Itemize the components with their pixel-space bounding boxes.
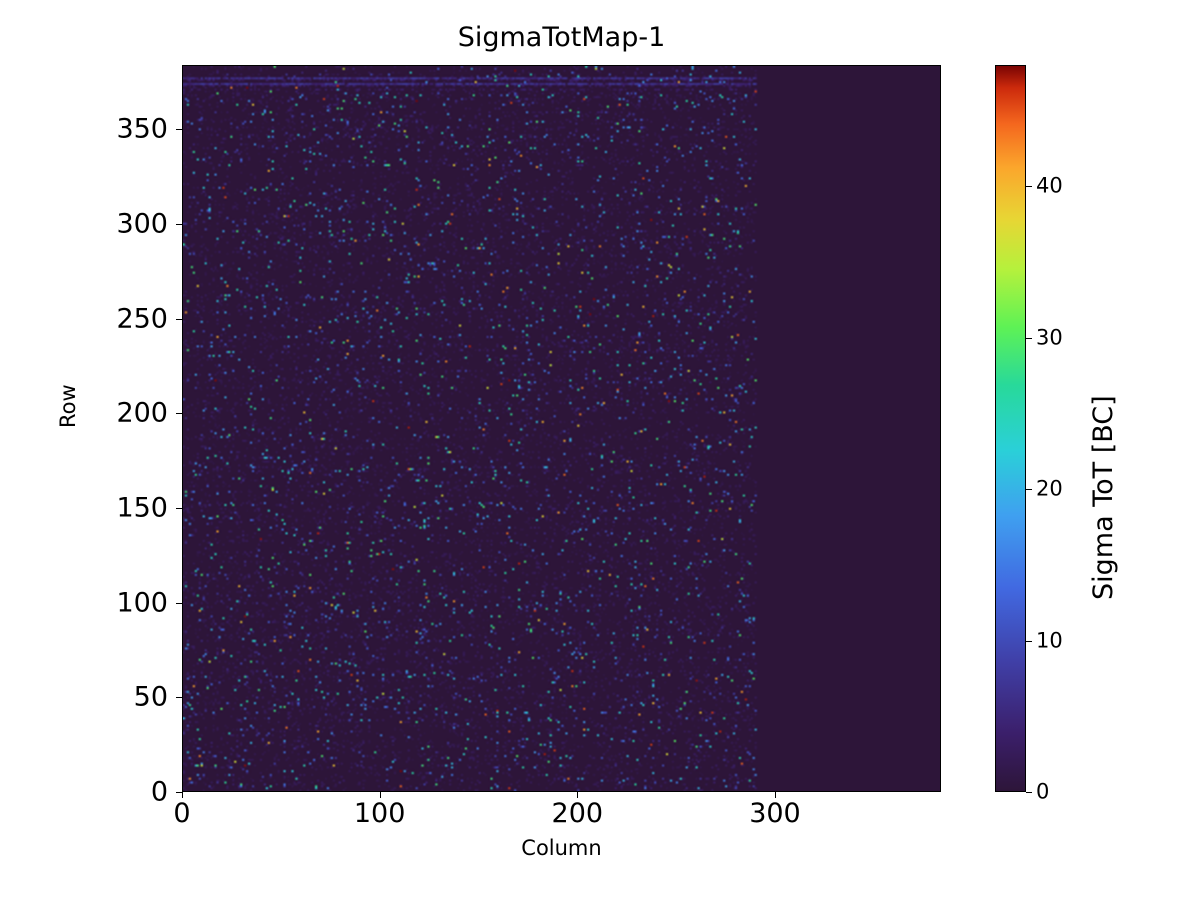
y-tick-label: 0 (150, 776, 168, 808)
colorbar-gradient (996, 66, 1025, 791)
colorbar-tick (1026, 337, 1032, 339)
x-tick (774, 792, 776, 798)
heatmap-plot-area[interactable] (182, 65, 941, 792)
y-tick-label: 350 (116, 113, 168, 145)
colorbar[interactable] (995, 65, 1026, 792)
x-tick-label: 100 (353, 798, 406, 829)
x-tick (577, 792, 579, 798)
colorbar-tick-label: 30 (1036, 325, 1063, 350)
colorbar-tick-label: 20 (1036, 476, 1063, 501)
x-tick-label: 300 (749, 798, 801, 829)
x-tick-label: 0 (173, 798, 191, 829)
colorbar-tick (1026, 640, 1032, 642)
colorbar-tick (1026, 489, 1032, 491)
y-tick-label: 50 (133, 681, 168, 713)
y-tick-label: 300 (116, 208, 168, 240)
y-tick (176, 508, 182, 510)
y-axis-label: Row (56, 384, 80, 428)
page-title: SigmaTotMap-1 (457, 22, 666, 53)
x-tick (379, 792, 381, 798)
colorbar-tick-label: 10 (1036, 628, 1063, 653)
x-tick (182, 792, 183, 798)
y-tick-label: 150 (116, 492, 168, 524)
y-tick (176, 602, 182, 604)
y-tick-label: 100 (116, 587, 168, 619)
colorbar-tick-label: 0 (1036, 779, 1050, 804)
y-tick (176, 413, 182, 415)
heatmap-image (183, 66, 940, 791)
y-tick (176, 792, 182, 793)
y-tick (176, 318, 182, 320)
x-tick-label: 200 (551, 798, 604, 829)
y-tick-label: 200 (116, 397, 168, 429)
y-tick-label: 250 (116, 303, 168, 335)
x-axis-label: Column (521, 836, 602, 860)
y-tick (176, 697, 182, 699)
colorbar-tick (1026, 186, 1032, 188)
colorbar-label: Sigma ToT [BC] (1088, 395, 1119, 600)
colorbar-tick (1026, 792, 1032, 793)
colorbar-tick-label: 40 (1036, 173, 1063, 198)
y-tick (176, 129, 182, 131)
y-tick (176, 224, 182, 226)
